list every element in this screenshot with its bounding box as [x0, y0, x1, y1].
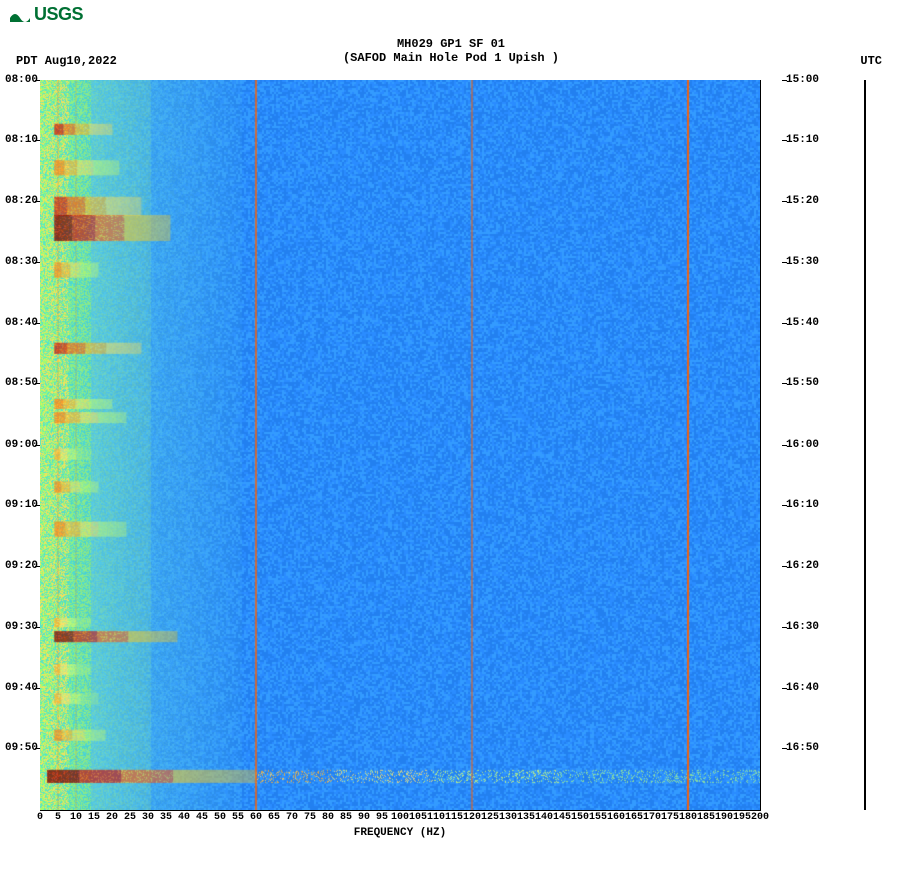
y-left-label: 08:30 [5, 256, 38, 268]
y-left-label: 08:40 [5, 317, 38, 329]
usgs-logo: USGS [0, 0, 902, 25]
x-tick: 175 [661, 812, 679, 823]
x-tick: 50 [214, 812, 226, 823]
y-right-label: 15:50 [786, 377, 819, 389]
x-tick: 90 [358, 812, 370, 823]
x-tick: 160 [607, 812, 625, 823]
x-tick: 135 [517, 812, 535, 823]
x-tick: 190 [715, 812, 733, 823]
y-left-label: 08:00 [5, 74, 38, 86]
y-left-label: 09:30 [5, 621, 38, 633]
colorbar-line [864, 80, 866, 810]
spectrogram-canvas [40, 80, 761, 811]
x-tick: 60 [250, 812, 262, 823]
x-tick: 5 [55, 812, 61, 823]
x-tick: 105 [409, 812, 427, 823]
y-right-label: 16:30 [786, 621, 819, 633]
x-tick: 125 [481, 812, 499, 823]
y-left-label: 08:50 [5, 377, 38, 389]
x-tick: 200 [751, 812, 769, 823]
x-tick: 170 [643, 812, 661, 823]
x-tick: 40 [178, 812, 190, 823]
x-tick: 25 [124, 812, 136, 823]
x-tick: 150 [571, 812, 589, 823]
x-tick: 0 [37, 812, 43, 823]
x-tick: 120 [463, 812, 481, 823]
y-right-label: 15:30 [786, 256, 819, 268]
x-tick: 55 [232, 812, 244, 823]
x-tick: 95 [376, 812, 388, 823]
spectrogram-plot: 08:0008:1008:2008:3008:4008:5009:0009:10… [0, 80, 902, 840]
y-left-label: 09:20 [5, 560, 38, 572]
x-tick: 80 [322, 812, 334, 823]
y-right-label: 16:20 [786, 560, 819, 572]
y-right-label: 16:10 [786, 499, 819, 511]
x-tick: 155 [589, 812, 607, 823]
x-tick: 110 [427, 812, 445, 823]
x-tick: 20 [106, 812, 118, 823]
x-tick: 185 [697, 812, 715, 823]
y-left-label: 09:00 [5, 439, 38, 451]
y-right-label: 15:40 [786, 317, 819, 329]
x-tick: 115 [445, 812, 463, 823]
x-tick: 145 [553, 812, 571, 823]
x-tick: 15 [88, 812, 100, 823]
y-right-label: 15:00 [786, 74, 819, 86]
y-left-label: 08:20 [5, 195, 38, 207]
x-tick: 140 [535, 812, 553, 823]
y-right-label: 16:00 [786, 439, 819, 451]
x-axis-label: FREQUENCY (HZ) [40, 827, 760, 839]
x-tick: 85 [340, 812, 352, 823]
header-right: UTC [860, 54, 882, 68]
y-right-label: 16:40 [786, 682, 819, 694]
logo-text: USGS [34, 4, 83, 25]
y-left-label: 08:10 [5, 134, 38, 146]
x-tick: 35 [160, 812, 172, 823]
x-tick: 100 [391, 812, 409, 823]
x-tick: 180 [679, 812, 697, 823]
x-tick: 75 [304, 812, 316, 823]
x-tick: 10 [70, 812, 82, 823]
wave-icon [10, 8, 30, 22]
header-left: PDT Aug10,2022 [16, 54, 117, 68]
x-tick: 165 [625, 812, 643, 823]
x-tick: 130 [499, 812, 517, 823]
y-left-label: 09:40 [5, 682, 38, 694]
x-tick: 45 [196, 812, 208, 823]
y-right-label: 15:20 [786, 195, 819, 207]
chart-title-1: MH029 GP1 SF 01 [0, 37, 902, 51]
x-tick: 195 [733, 812, 751, 823]
y-right-label: 16:50 [786, 742, 819, 754]
x-tick: 30 [142, 812, 154, 823]
y-left-label: 09:50 [5, 742, 38, 754]
x-tick: 65 [268, 812, 280, 823]
y-right-label: 15:10 [786, 134, 819, 146]
x-tick: 70 [286, 812, 298, 823]
y-left-label: 09:10 [5, 499, 38, 511]
